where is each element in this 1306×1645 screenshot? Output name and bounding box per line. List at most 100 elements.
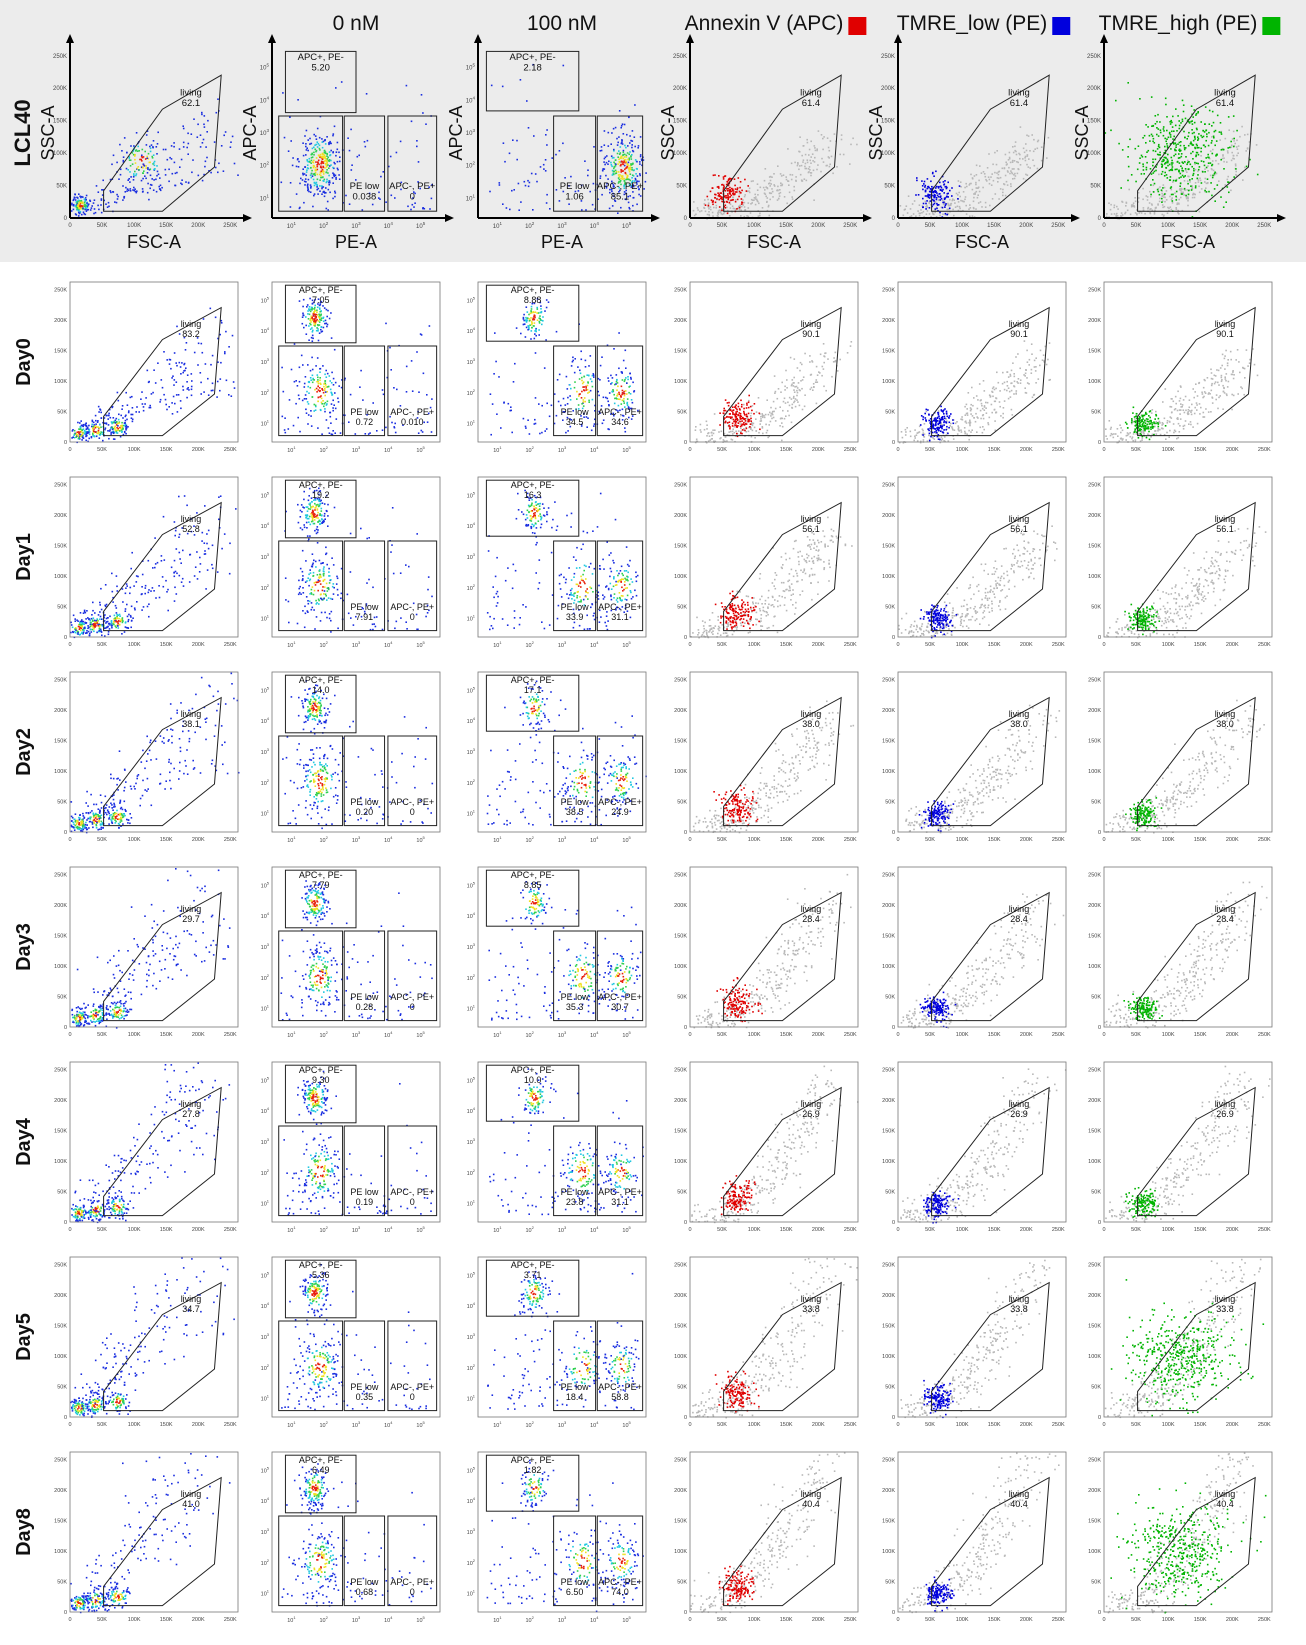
event-dot — [1121, 212, 1123, 214]
event-dot — [693, 201, 695, 203]
event-dot — [925, 185, 927, 187]
event-dot — [1174, 192, 1176, 194]
event-dot — [620, 152, 622, 154]
event-dot — [807, 142, 809, 144]
event-dot — [142, 167, 144, 169]
event-dot — [714, 174, 716, 176]
event-dot — [1223, 157, 1225, 159]
event-dot — [810, 162, 812, 164]
event-dot — [511, 190, 513, 192]
y-tick-label: 200K — [673, 86, 687, 92]
event-dot — [509, 209, 511, 211]
event-dot — [797, 163, 799, 165]
event-dot — [630, 173, 632, 175]
event-dot — [621, 156, 623, 158]
event-dot — [951, 187, 953, 189]
event-dot — [716, 198, 718, 200]
event-dot — [1244, 167, 1246, 169]
event-dot — [965, 196, 967, 198]
event-dot — [977, 187, 979, 189]
event-dot — [337, 142, 339, 144]
event-dot — [1149, 191, 1151, 193]
event-dot — [1007, 184, 1009, 186]
event-dot — [1008, 167, 1010, 169]
event-dot — [297, 159, 299, 161]
event-dot — [626, 156, 628, 158]
event-dot — [299, 183, 301, 185]
event-dot — [165, 169, 167, 171]
event-dot — [1020, 164, 1022, 166]
event-dot — [335, 87, 337, 89]
event-dot — [95, 212, 97, 214]
event-dot — [631, 167, 633, 169]
event-dot — [1214, 145, 1216, 147]
event-dot — [335, 192, 337, 194]
event-dot — [96, 185, 98, 187]
event-dot — [341, 81, 343, 83]
event-dot — [616, 138, 618, 140]
event-dot — [181, 159, 183, 161]
event-dot — [206, 131, 208, 133]
event-dot — [391, 195, 393, 197]
event-dot — [969, 216, 971, 218]
event-dot — [826, 165, 828, 167]
event-dot — [907, 212, 909, 214]
event-dot — [605, 156, 607, 158]
event-dot — [91, 205, 93, 207]
event-dot — [1122, 214, 1124, 216]
event-dot — [126, 190, 128, 192]
event-dot — [290, 140, 292, 142]
event-dot — [728, 179, 730, 181]
event-dot — [790, 174, 792, 176]
y-tick-label: 50K — [676, 184, 687, 190]
event-dot — [188, 143, 190, 145]
event-dot — [506, 207, 508, 209]
color-key — [1052, 17, 1070, 35]
event-dot — [628, 162, 630, 164]
event-dot — [198, 175, 200, 177]
event-dot — [502, 203, 504, 205]
event-dot — [603, 161, 605, 163]
event-dot — [756, 200, 758, 202]
event-dot — [621, 142, 623, 144]
event-dot — [584, 160, 586, 162]
event-dot — [412, 204, 414, 206]
event-dot — [204, 115, 206, 117]
event-dot — [607, 178, 609, 180]
event-dot — [643, 188, 645, 190]
event-dot — [319, 185, 321, 187]
event-dot — [856, 144, 858, 146]
event-dot — [977, 194, 979, 196]
event-dot — [172, 173, 174, 175]
event-dot — [728, 197, 730, 199]
event-dot — [852, 138, 854, 140]
event-dot — [1235, 163, 1237, 165]
event-dot — [592, 204, 594, 206]
event-dot — [960, 200, 962, 202]
event-dot — [431, 198, 433, 200]
event-dot — [627, 176, 629, 178]
event-dot — [134, 155, 136, 157]
event-dot — [1212, 160, 1214, 162]
event-dot — [729, 191, 731, 193]
event-dot — [1230, 190, 1232, 192]
event-dot — [1026, 135, 1028, 137]
event-dot — [618, 150, 620, 152]
event-dot — [313, 134, 315, 136]
event-dot — [305, 154, 307, 156]
event-dot — [944, 206, 946, 208]
event-dot — [942, 189, 944, 191]
event-dot — [994, 152, 996, 154]
event-dot — [1150, 168, 1152, 170]
event-dot — [958, 192, 960, 194]
event-dot — [740, 181, 742, 183]
event-dot — [764, 180, 766, 182]
event-dot — [713, 175, 715, 177]
event-dot — [79, 205, 81, 207]
event-dot — [165, 149, 167, 151]
event-dot — [753, 199, 755, 201]
event-dot — [316, 182, 318, 184]
event-dot — [1138, 197, 1140, 199]
event-dot — [710, 206, 712, 208]
event-dot — [995, 193, 997, 195]
